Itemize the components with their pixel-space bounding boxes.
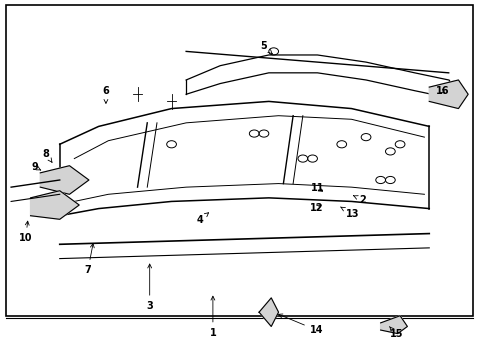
Text: 9: 9	[31, 162, 41, 172]
Text: 4: 4	[196, 213, 208, 225]
Text: 3: 3	[146, 264, 153, 311]
Text: 1: 1	[209, 296, 216, 338]
Text: 13: 13	[340, 207, 359, 219]
Polygon shape	[40, 166, 89, 194]
Text: 6: 6	[102, 86, 109, 103]
Polygon shape	[428, 80, 467, 109]
Text: 12: 12	[309, 203, 323, 213]
Polygon shape	[380, 316, 407, 334]
Text: 16: 16	[435, 86, 448, 96]
Text: 15: 15	[388, 327, 402, 339]
Text: 10: 10	[19, 221, 32, 243]
Text: 7: 7	[84, 244, 94, 275]
Polygon shape	[259, 298, 278, 327]
Polygon shape	[30, 191, 79, 219]
Bar	[6, 5, 472, 316]
Text: 2: 2	[353, 195, 365, 204]
Text: 14: 14	[278, 314, 323, 335]
Text: 11: 11	[310, 183, 324, 193]
Text: 8: 8	[42, 149, 52, 162]
Text: 5: 5	[260, 41, 272, 54]
